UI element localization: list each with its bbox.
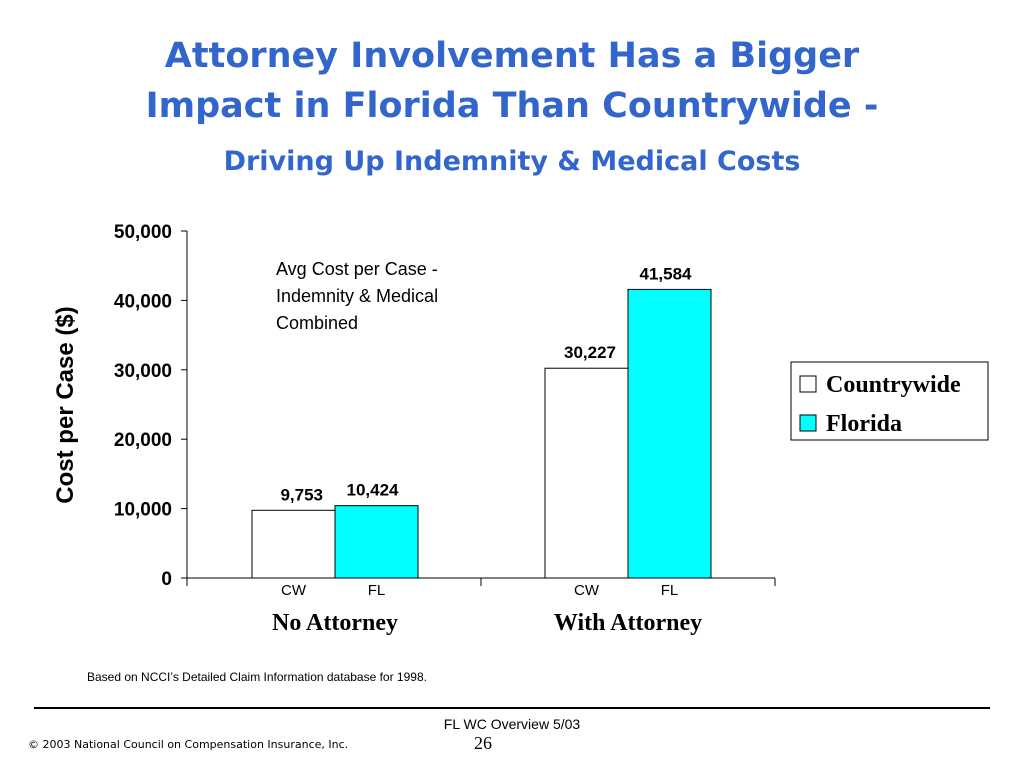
chart-annotation-line: Indemnity & Medical <box>276 286 438 306</box>
slide-subtitle: Driving Up Indemnity & Medical Costs <box>223 146 801 177</box>
legend-box <box>790 361 989 441</box>
bar-category-label: FL <box>368 582 386 599</box>
legend-label: Florida <box>826 411 902 437</box>
bar-value-label: 9,753 <box>280 485 323 504</box>
y-tick-label: 20,000 <box>114 430 172 451</box>
bar-value-label: 41,584 <box>640 264 693 283</box>
chart-annotation-line: Combined <box>276 313 358 333</box>
footer-divider <box>34 707 990 709</box>
y-tick-label: 50,000 <box>114 222 172 243</box>
bar-value-label: 30,227 <box>564 343 616 362</box>
footnote: Based on NCCI’s Detailed Claim Informati… <box>87 670 427 684</box>
y-tick-label: 10,000 <box>114 500 172 521</box>
y-tick-label: 0 <box>161 569 172 590</box>
copyright-notice: © 2003 National Council on Compensation … <box>28 738 349 751</box>
bar-florida <box>627 288 712 579</box>
bar-category-label: CW <box>574 582 600 599</box>
y-axis-title: Cost per Case ($) <box>52 306 79 503</box>
bar-category-label: CW <box>281 582 307 599</box>
slide-title-line-2: Impact in Florida Than Countrywide - <box>145 86 879 126</box>
bar-category-label: FL <box>661 582 679 599</box>
legend-swatch-countrywide <box>799 375 817 393</box>
legend-swatch-florida <box>799 414 817 432</box>
group-label: With Attorney <box>554 610 702 636</box>
slide-title-line-1: Attorney Involvement Has a Bigger <box>164 36 860 76</box>
bar-countrywide <box>251 509 336 579</box>
bar-florida <box>334 505 419 579</box>
chart-annotation-line: Avg Cost per Case - <box>276 259 438 279</box>
footer-text: FL WC Overview 5/03 <box>443 716 581 732</box>
y-tick-label: 40,000 <box>114 291 172 312</box>
page-number: 26 <box>474 733 492 753</box>
group-label: No Attorney <box>272 610 398 636</box>
y-tick-label: 30,000 <box>114 361 172 382</box>
legend-label: Countrywide <box>826 372 961 398</box>
bar-value-label: 10,424 <box>347 481 400 500</box>
bar-countrywide <box>544 367 629 579</box>
